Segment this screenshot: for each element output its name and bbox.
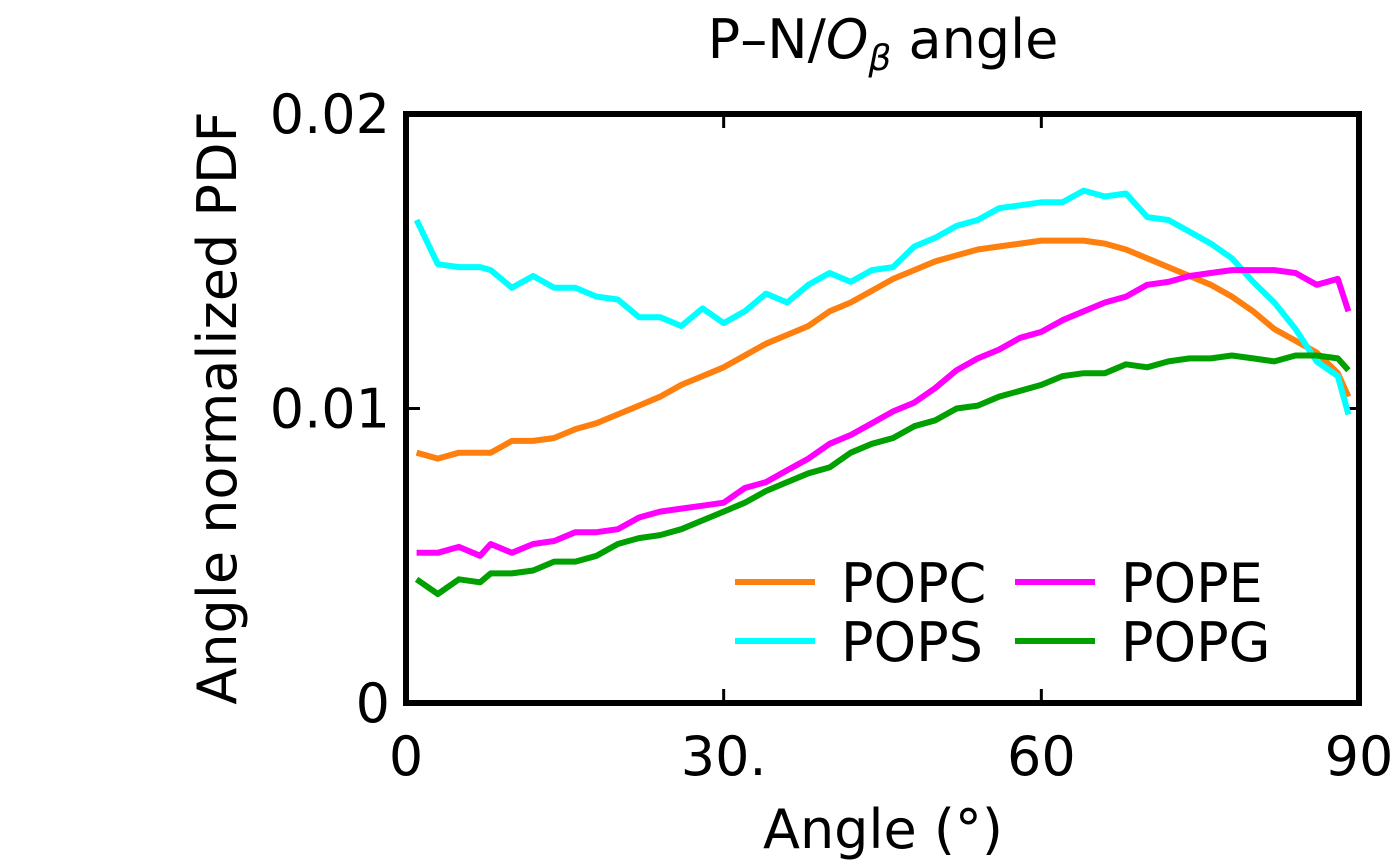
x-axis-label: Angle (°)	[763, 798, 1003, 861]
series-line-pope	[416, 267, 1352, 559]
legend-label-pope: POPE	[1121, 552, 1263, 615]
axis-ticks: 0 30. 60 90 0 0.01 0.02	[270, 83, 1394, 788]
series-line-popc	[415, 237, 1352, 462]
chart-title-main: P–N/	[708, 8, 827, 71]
y-axis-label: Angle normalized PDF	[186, 111, 249, 704]
series-line-pops	[413, 187, 1352, 416]
legend-label-pops: POPS	[841, 611, 983, 674]
x-tick-label: 0	[389, 725, 423, 788]
x-tick-label: 30.	[681, 725, 767, 788]
series-layer	[413, 187, 1352, 597]
chart-title-tail: angle	[891, 8, 1058, 71]
y-tick-label: 0.02	[270, 83, 390, 146]
y-tick-label: 0.01	[270, 378, 390, 441]
legend-label-popg: POPG	[1121, 611, 1270, 674]
x-tick-label: 90	[1325, 725, 1394, 788]
chart-title-italic: O	[826, 8, 869, 71]
chart-title-subscript: β	[867, 38, 891, 79]
legend-label-popc: POPC	[841, 552, 986, 615]
plot-frame	[403, 111, 1362, 706]
x-tick-label: 60	[1007, 725, 1076, 788]
y-tick-label: 0	[356, 672, 390, 735]
series-line-popg	[414, 352, 1351, 597]
chart-title: P–N/Oβ angle	[708, 8, 1059, 79]
